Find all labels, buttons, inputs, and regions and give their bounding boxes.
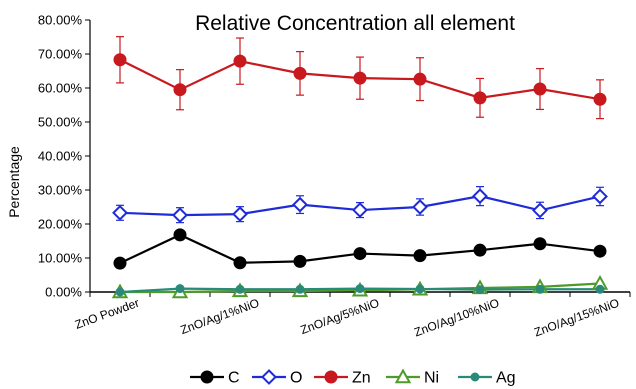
data-point-zn: [413, 72, 427, 86]
y-tick-label: 30.00%: [38, 183, 83, 198]
data-point-ag: [295, 284, 305, 294]
y-tick-label: 50.00%: [38, 115, 83, 130]
x-tick-label: ZnO Powder: [73, 296, 141, 332]
data-point-c: [173, 228, 187, 242]
data-point-zn: [533, 82, 547, 96]
y-axis-label: Percentage: [6, 146, 22, 218]
data-point-c: [593, 244, 607, 258]
data-point-zn: [173, 83, 187, 97]
data-point-c: [233, 256, 247, 270]
data-point-c: [473, 243, 487, 257]
y-tick-label: 0.00%: [45, 285, 82, 300]
data-point-o: [112, 204, 128, 221]
legend-label-ag: Ag: [496, 370, 516, 387]
data-point-zn: [353, 71, 367, 85]
y-tick-label: 60.00%: [38, 81, 83, 96]
chart-title: Relative Concentration all element: [195, 12, 515, 35]
y-tick-label: 10.00%: [38, 251, 83, 266]
data-point-zn: [113, 53, 127, 67]
data-point-zn: [293, 66, 307, 80]
x-tick-label: ZnO/Ag/10%NiO: [412, 296, 501, 340]
y-tick-label: 40.00%: [38, 149, 83, 164]
data-point-c: [293, 254, 307, 268]
series-markers: [111, 53, 609, 299]
data-point-ag: [595, 284, 605, 294]
legend-marker-zn: [324, 370, 338, 384]
data-point-c: [533, 237, 547, 251]
y-tick-label: 70.00%: [38, 47, 83, 62]
data-point-o: [172, 207, 188, 224]
data-point-ag: [115, 287, 125, 297]
data-point-zn: [593, 92, 607, 106]
data-point-ag: [355, 284, 365, 294]
data-point-o: [532, 202, 548, 219]
data-point-o: [472, 188, 488, 205]
x-tick-label: ZnO/Ag/5%NiO: [299, 296, 382, 337]
data-point-ag: [475, 285, 485, 295]
legend-marker-ni: [394, 368, 412, 384]
data-point-ag: [535, 284, 545, 294]
data-point-ag: [175, 284, 185, 294]
error-bars: [116, 36, 604, 224]
data-point-c: [353, 247, 367, 261]
data-point-zn: [473, 91, 487, 105]
legend-label-zn: Zn: [352, 370, 371, 387]
data-point-zn: [233, 54, 247, 68]
y-tick-label: 20.00%: [38, 217, 83, 232]
data-point-o: [592, 188, 608, 205]
x-tick-label: ZnO/Ag/15%NiO: [532, 296, 621, 340]
legend-marker-ag: [470, 372, 480, 382]
data-point-ag: [235, 284, 245, 294]
data-point-c: [113, 256, 127, 270]
y-tick-label: 80.00%: [38, 13, 83, 28]
data-point-o: [352, 202, 368, 218]
data-point-ag: [415, 284, 425, 294]
data-point-c: [413, 249, 427, 263]
legend-label-ni: Ni: [424, 370, 439, 387]
data-point-o: [412, 199, 428, 215]
legend-marker-o: [261, 369, 277, 385]
data-point-o: [292, 196, 308, 213]
legend-label-c: C: [228, 370, 240, 387]
x-tick-label: ZnO/Ag/1%NiO: [179, 296, 262, 337]
legend: C O Zn Ni Ag: [190, 368, 516, 387]
legend-marker-c: [200, 370, 214, 384]
data-point-o: [232, 206, 248, 223]
legend-label-o: O: [290, 370, 302, 387]
